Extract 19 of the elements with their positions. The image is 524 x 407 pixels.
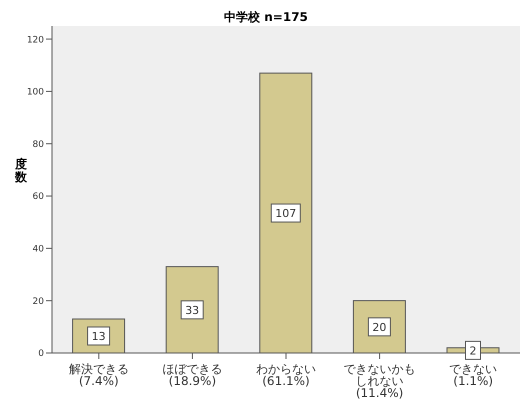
y-tick-label: 40 — [32, 244, 44, 255]
y-tick-label: 80 — [32, 140, 44, 150]
data-label: 13 — [92, 330, 106, 343]
chart-title: 中学校 n=175 — [223, 9, 309, 26]
y-tick-label: 120 — [26, 35, 44, 46]
y-tick-label: 60 — [32, 192, 44, 202]
x-tick-label: できないかもしれない (11.4%) — [344, 362, 416, 400]
y-tick-label: 100 — [26, 88, 44, 98]
x-tick-label: わからない (61.1%) — [256, 362, 316, 388]
y-tick-label: 20 — [32, 296, 44, 307]
x-tick-label: 解決できる (7.4%) — [68, 362, 129, 388]
x-tick-label: できない (1.1%) — [449, 362, 498, 388]
y-tick-label: 0 — [38, 349, 44, 360]
data-label: 107 — [275, 207, 296, 220]
x-tick-label: ほぼできる (18.9%) — [162, 362, 222, 388]
y-axis-title: 度数 — [14, 157, 28, 184]
data-label: 33 — [185, 304, 200, 317]
data-label: 20 — [372, 320, 386, 334]
data-label: 2 — [469, 344, 476, 358]
